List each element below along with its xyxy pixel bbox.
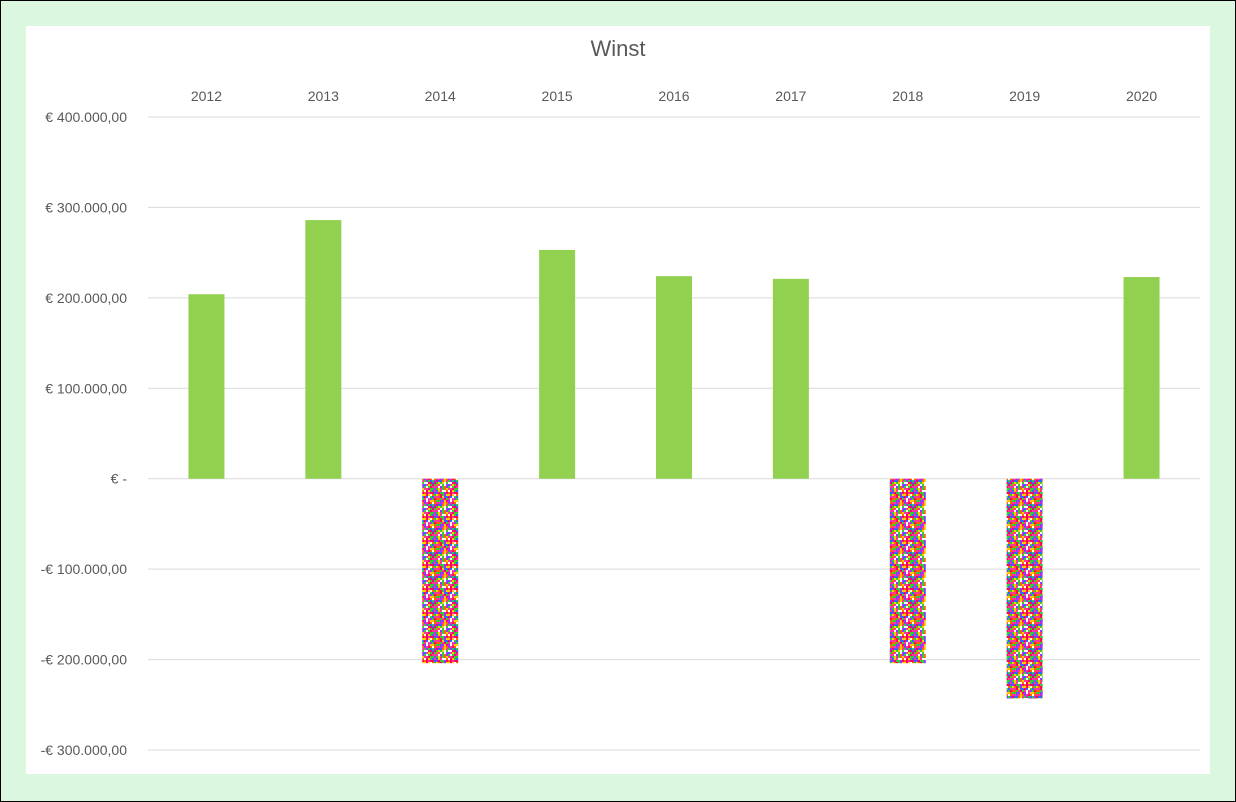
y-tick-label: -€ 200.000,00	[41, 652, 128, 668]
y-tick-label: -€ 300.000,00	[41, 742, 128, 758]
x-tick-label: 2016	[658, 88, 689, 104]
y-tick-label: -€ 100.000,00	[41, 561, 128, 577]
x-tick-label: 2014	[425, 88, 456, 104]
x-axis-labels: 2012 2013 2014 2015 2016 2017 2018 2019 2020	[191, 88, 1157, 104]
x-tick-label: 2018	[892, 88, 923, 104]
bar-2014	[422, 478, 459, 664]
y-axis-labels: € 400.000,00 € 300.000,00 € 200.000,00 € 10…	[41, 109, 128, 758]
chart-title: Winst	[590, 36, 646, 61]
bar-2020	[1123, 277, 1160, 479]
y-tick-label: € 300.000,00	[45, 199, 127, 215]
x-tick-label: 2013	[308, 88, 339, 104]
bar-2018	[889, 478, 926, 664]
x-tick-label: 2015	[542, 88, 573, 104]
bar-2013	[305, 220, 342, 479]
y-tick-label: € 200.000,00	[45, 290, 127, 306]
bars	[188, 220, 1160, 699]
bar-2012	[188, 294, 225, 479]
y-tick-label: € -	[111, 471, 128, 487]
bar-2015	[539, 249, 576, 479]
y-tick-label: € 100.000,00	[45, 380, 127, 396]
x-tick-label: 2019	[1009, 88, 1040, 104]
y-tick-label: € 400.000,00	[45, 109, 127, 125]
bar-2017	[772, 278, 809, 479]
x-tick-label: 2012	[191, 88, 222, 104]
x-tick-label: 2017	[775, 88, 806, 104]
bar-2019	[1006, 478, 1043, 699]
x-tick-label: 2020	[1126, 88, 1157, 104]
bar-2016	[656, 276, 692, 479]
